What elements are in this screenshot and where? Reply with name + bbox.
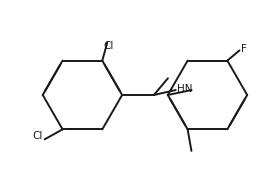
Text: F: F [241,44,247,54]
Text: HN: HN [177,84,192,94]
Text: Cl: Cl [103,41,113,51]
Text: Cl: Cl [32,131,43,141]
